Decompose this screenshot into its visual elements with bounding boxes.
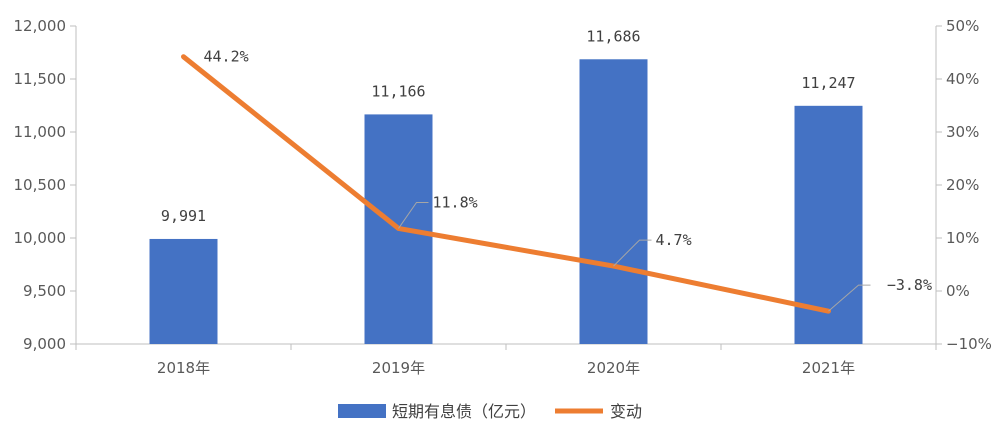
x-tick-label: 2021年	[802, 359, 855, 377]
bar-data-label: 11,247	[801, 74, 855, 92]
y-left-tick-label: 11,000	[14, 123, 67, 141]
line-label-leader	[613, 239, 652, 267]
y-left-tick-label: 11,500	[14, 70, 67, 88]
line-label-leader	[398, 201, 429, 229]
y-left-tick-label: 10,500	[14, 176, 67, 194]
y-right-tick-label: 30%	[946, 123, 979, 141]
y-right-tick-label: 10%	[946, 229, 979, 247]
line-data-label: −3.8%	[887, 276, 932, 294]
x-tick-label: 2019年	[372, 359, 425, 377]
y-right-tick-label: 0%	[946, 282, 970, 300]
legend-label-bar: 短期有息债（亿元）	[392, 402, 536, 421]
bar-data-label: 9,991	[161, 207, 206, 225]
y-left-tick-label: 9,000	[23, 335, 66, 353]
line-series-change	[181, 54, 831, 314]
line-label-leader	[828, 284, 871, 312]
y-right-tick-label: 40%	[946, 70, 979, 88]
line-data-label: 4.7%	[656, 231, 692, 249]
x-tick-label: 2018年	[157, 359, 210, 377]
bar	[579, 59, 648, 345]
bar-data-label: 11,166	[371, 82, 425, 100]
line-data-label: 44.2%	[204, 48, 249, 66]
legend-swatch-bar	[338, 404, 386, 418]
y-right-tick-label: −10%	[946, 335, 992, 353]
bar	[149, 238, 218, 344]
legend-label-line: 变动	[610, 402, 642, 421]
bar-data-label: 11,686	[586, 27, 640, 45]
y-left-tick-label: 9,500	[23, 282, 66, 300]
y-left-tick-label: 10,000	[14, 229, 67, 247]
line-data-label: 11.8%	[433, 193, 478, 211]
y-right-tick-label: 50%	[946, 17, 979, 35]
x-tick-label: 2020年	[587, 359, 640, 377]
y-right-tick-label: 20%	[946, 176, 979, 194]
y-left-tick-label: 12,000	[14, 17, 67, 35]
